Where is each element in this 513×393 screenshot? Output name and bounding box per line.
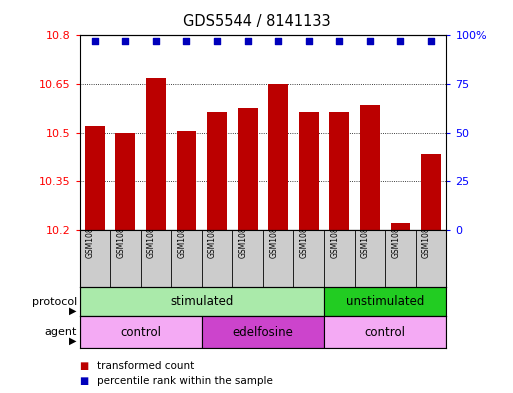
Text: control: control <box>365 325 406 339</box>
Bar <box>146 77 166 230</box>
Text: GSM1084274: GSM1084274 <box>147 207 156 258</box>
Bar <box>268 84 288 230</box>
Text: edelfosine: edelfosine <box>232 325 293 339</box>
Text: GDS5544 / 8141133: GDS5544 / 8141133 <box>183 14 330 29</box>
Text: GSM1084261: GSM1084261 <box>361 208 370 258</box>
Text: GSM1084278: GSM1084278 <box>269 208 278 258</box>
Point <box>244 38 252 44</box>
Bar <box>176 131 196 230</box>
Text: percentile rank within the sample: percentile rank within the sample <box>97 376 273 386</box>
Text: stimulated: stimulated <box>170 295 233 308</box>
Point <box>427 38 435 44</box>
Text: GSM1084262: GSM1084262 <box>391 208 401 258</box>
Point <box>152 38 160 44</box>
Text: unstimulated: unstimulated <box>346 295 424 308</box>
Text: ▶: ▶ <box>69 336 77 346</box>
Bar <box>238 108 258 230</box>
Text: ■: ■ <box>80 361 89 371</box>
Text: GSM1084279: GSM1084279 <box>300 207 309 258</box>
Bar <box>80 287 324 316</box>
Bar <box>207 112 227 230</box>
Point <box>121 38 129 44</box>
Text: GSM1084263: GSM1084263 <box>422 207 431 258</box>
Point <box>397 38 405 44</box>
Text: GSM1084273: GSM1084273 <box>116 207 125 258</box>
Text: GSM1084275: GSM1084275 <box>177 207 187 258</box>
Bar <box>80 316 202 348</box>
Point <box>274 38 282 44</box>
Text: protocol: protocol <box>32 297 77 307</box>
Bar <box>85 126 105 230</box>
Bar <box>299 112 319 230</box>
Text: control: control <box>120 325 161 339</box>
Point <box>366 38 374 44</box>
Point <box>213 38 221 44</box>
Text: GSM1084260: GSM1084260 <box>330 207 339 258</box>
Point <box>335 38 343 44</box>
Text: GSM1084276: GSM1084276 <box>208 207 217 258</box>
Bar <box>329 112 349 230</box>
Point <box>183 38 191 44</box>
Bar <box>202 316 324 348</box>
Text: ▶: ▶ <box>69 305 77 315</box>
Bar <box>421 154 441 230</box>
Text: ■: ■ <box>80 376 89 386</box>
Bar <box>390 223 410 230</box>
Bar <box>360 105 380 230</box>
Bar <box>324 287 446 316</box>
Text: transformed count: transformed count <box>97 361 195 371</box>
Text: GSM1084277: GSM1084277 <box>239 207 248 258</box>
Bar <box>324 316 446 348</box>
Point <box>91 38 99 44</box>
Text: GSM1084272: GSM1084272 <box>86 208 95 258</box>
Bar <box>115 132 135 230</box>
Point <box>305 38 313 44</box>
Text: agent: agent <box>45 327 77 337</box>
